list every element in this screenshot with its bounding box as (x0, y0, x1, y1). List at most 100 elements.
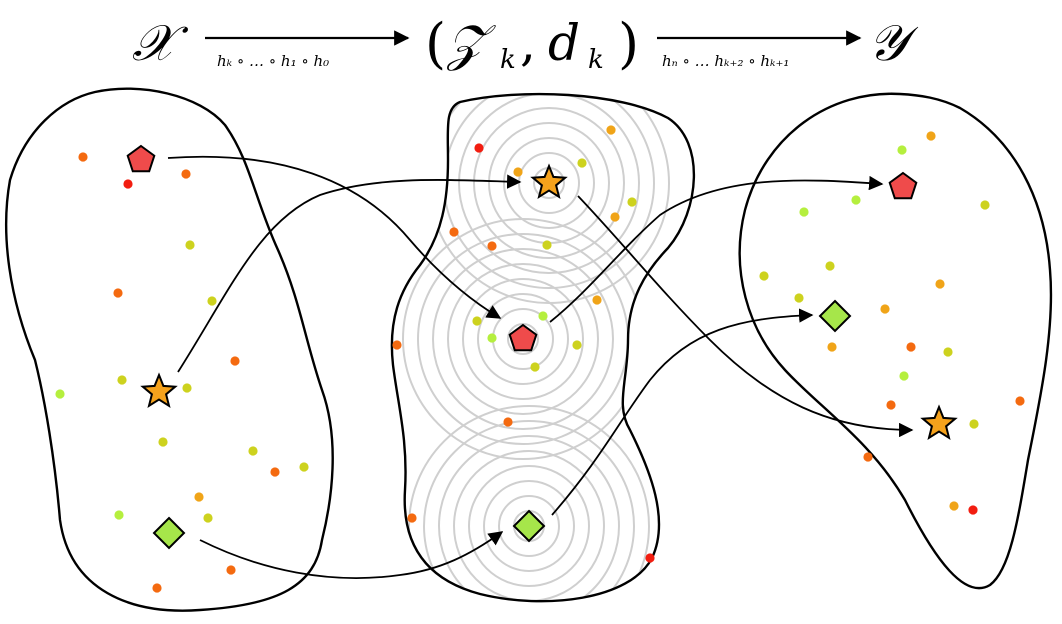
sample-dot (230, 356, 240, 366)
latent-comma: , (520, 14, 536, 72)
sample-dot (487, 333, 497, 343)
latent-close-paren: ) (618, 12, 639, 75)
sample-dot (592, 295, 602, 305)
distance-ring (432, 248, 614, 430)
sample-dot (503, 417, 513, 427)
sample-dot (1015, 396, 1025, 406)
distance-ring (423, 420, 635, 602)
arrow-star-z-to-y (577, 195, 914, 438)
sample-dot (474, 143, 484, 153)
sample-dot (392, 340, 402, 350)
distance-rings (402, 94, 670, 602)
arrow-diamond-x-to-z (199, 531, 504, 579)
sample-dot (152, 583, 162, 593)
z-space (390, 92, 696, 603)
scatter-dots (55, 125, 1025, 593)
sample-dot (185, 240, 195, 250)
distance-ring (462, 278, 584, 400)
sample-dot (472, 316, 482, 326)
sample-dot (926, 131, 936, 141)
z-space-markers (508, 163, 568, 543)
sample-dot (627, 197, 637, 207)
sample-dot (449, 227, 459, 237)
sample-dot (270, 467, 280, 477)
latent-open-paren: ( (425, 12, 446, 75)
sample-dot (513, 167, 523, 177)
star-marker-y (920, 404, 958, 440)
pentagon-marker-y (888, 171, 918, 200)
sample-dot (897, 145, 907, 155)
sample-dot (606, 125, 616, 135)
diamond-marker-x (152, 516, 186, 550)
sample-dot (851, 195, 861, 205)
star-marker-x (140, 372, 178, 408)
y-space-markers (818, 171, 958, 440)
sample-dot (114, 510, 124, 520)
star-marker-z (530, 163, 568, 199)
sample-dot (158, 437, 168, 447)
arrow-pentagon-z-to-y (549, 175, 884, 323)
sample-dot (968, 505, 978, 515)
sample-dot (610, 212, 620, 222)
decoder-label: hₙ ∘ … hₖ₊₂ ∘ hₖ₊₁ (662, 52, 789, 70)
sample-dot (863, 452, 873, 462)
distance-ring (438, 435, 620, 602)
sample-dot (407, 513, 417, 523)
sample-dot (980, 200, 990, 210)
sample-dot (906, 342, 916, 352)
sample-dot (538, 311, 548, 321)
diamond-marker-y (818, 299, 852, 333)
x-space-boundary (5, 87, 334, 612)
arrow-diamond-z-to-y (551, 308, 814, 516)
z-space-boundary (390, 92, 696, 603)
sample-dot (487, 241, 497, 251)
sample-dot (880, 304, 890, 314)
latent-z-symbol: 𝒵 (446, 14, 497, 72)
latent-metric-subscript: k (588, 45, 604, 75)
sample-dot (117, 375, 127, 385)
sample-dot (203, 513, 213, 523)
sample-dot (123, 179, 133, 189)
distance-ring (458, 94, 640, 274)
encoder-label: hₖ ∘ … ∘ h₁ ∘ h₀ (217, 52, 329, 70)
sample-dot (827, 342, 837, 352)
distance-ring (477, 293, 569, 385)
sample-dot (182, 383, 192, 393)
latent-z-subscript: k (500, 45, 516, 75)
sample-dot (226, 565, 236, 575)
sample-dot (530, 362, 540, 372)
sample-dot (799, 207, 809, 217)
latent-metric-symbol: d (548, 14, 580, 72)
sample-dot (248, 446, 258, 456)
pentagon-marker-z (508, 323, 538, 352)
sample-dot (794, 293, 804, 303)
sample-dot (969, 419, 979, 429)
diamond-marker-z (512, 509, 546, 543)
sample-dot (78, 152, 88, 162)
sample-dot (645, 553, 655, 563)
sample-dot (943, 347, 953, 357)
pentagon-marker-x (126, 144, 156, 173)
sample-dot (207, 296, 217, 306)
codomain-y-symbol: 𝒴 (868, 14, 919, 72)
sample-dot (194, 492, 204, 502)
sample-dot (572, 340, 582, 350)
sample-dot (935, 279, 945, 289)
sample-dot (113, 288, 123, 298)
domain-x-symbol: 𝒳 (132, 14, 189, 72)
distance-ring (473, 107, 625, 259)
sample-dot (299, 462, 309, 472)
arrow-star-x-to-z (177, 174, 522, 373)
distance-ring (498, 495, 560, 557)
distance-ring (468, 465, 590, 587)
distance-ring (408, 405, 650, 602)
sample-dot (759, 271, 769, 281)
distance-ring (503, 137, 595, 229)
sample-dot (899, 371, 909, 381)
sample-dot (886, 400, 896, 410)
title-row: 𝒳 hₖ ∘ … ∘ h₁ ∘ h₀ ( 𝒵 k , d k ) hₙ ∘ … … (132, 12, 919, 75)
mapping-arrows (167, 155, 914, 579)
sample-dot (949, 501, 959, 511)
sample-dot (577, 158, 587, 168)
